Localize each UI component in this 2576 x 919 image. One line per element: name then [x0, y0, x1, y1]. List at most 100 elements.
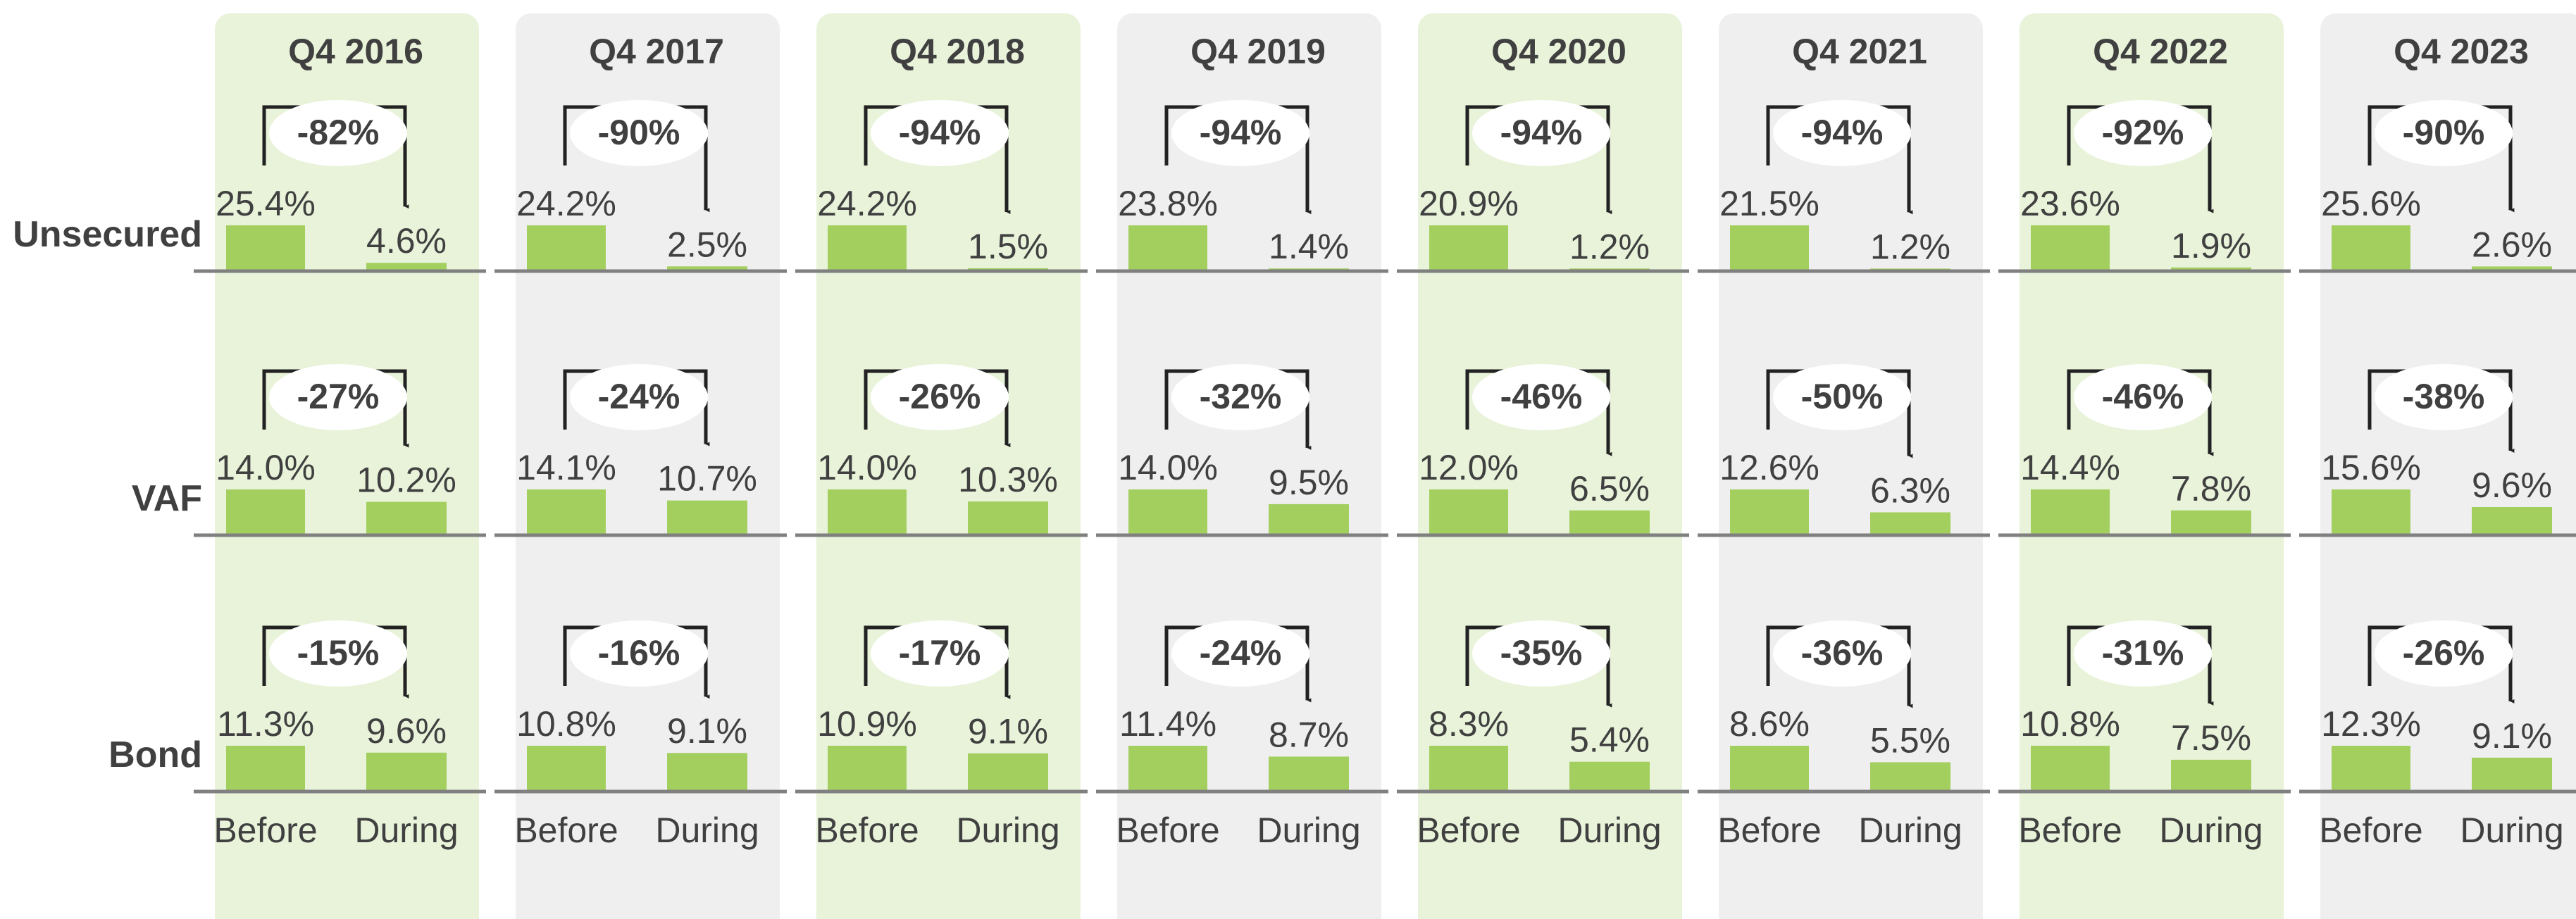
change-bubble	[2375, 620, 2513, 687]
change-label: -82%	[297, 113, 380, 152]
bar	[667, 266, 747, 271]
x-tick-label: Before	[213, 811, 317, 850]
bar	[2171, 759, 2251, 792]
value-label: 8.3%	[1429, 704, 1509, 744]
value-label: 1.4%	[1269, 227, 1349, 266]
value-label: 10.8%	[2020, 704, 2120, 744]
value-label: 10.2%	[356, 461, 456, 500]
change-bubble	[570, 100, 708, 166]
bar	[366, 263, 447, 271]
change-label: -26%	[899, 377, 981, 416]
x-tick-label: During	[1557, 811, 1661, 850]
value-label: 9.6%	[366, 711, 447, 751]
bar	[2472, 266, 2552, 271]
change-label: -92%	[2102, 113, 2184, 152]
column-title: Q4 2021	[1792, 32, 1927, 71]
column-title: Q4 2019	[1190, 32, 1326, 71]
value-label: 20.9%	[1419, 184, 1519, 223]
bar	[527, 489, 606, 535]
value-label: 2.5%	[667, 225, 747, 264]
change-bubble	[1472, 620, 1610, 687]
x-tick-label: Before	[1717, 811, 1821, 850]
change-label: -17%	[899, 633, 981, 673]
value-label: 7.8%	[2171, 469, 2251, 508]
change-label: -94%	[1801, 113, 1884, 152]
change-label: -26%	[2403, 633, 2485, 673]
value-label: 23.8%	[1118, 184, 1218, 223]
value-label: 9.6%	[2472, 465, 2552, 505]
change-bubble	[570, 364, 708, 430]
value-label: 8.7%	[1269, 715, 1349, 754]
bar	[226, 225, 305, 271]
change-bubble	[269, 100, 407, 166]
value-label: 25.4%	[216, 184, 316, 223]
x-tick-label: During	[1858, 811, 1962, 850]
bar	[1128, 489, 1207, 535]
change-label: -90%	[598, 113, 680, 152]
bar	[667, 753, 747, 792]
x-tick-label: During	[2159, 811, 2263, 850]
value-label: 10.7%	[657, 459, 757, 499]
change-label: -38%	[2403, 377, 2485, 416]
value-label: 9.1%	[2472, 716, 2552, 756]
x-tick-label: Before	[1417, 811, 1520, 850]
bar	[2171, 510, 2251, 535]
value-label: 9.1%	[968, 712, 1048, 751]
change-label: -46%	[2102, 377, 2184, 416]
column-title: Q4 2018	[890, 32, 1025, 71]
value-label: 1.9%	[2171, 226, 2251, 265]
bar	[1128, 746, 1207, 792]
value-label: 14.0%	[1118, 448, 1218, 487]
bar	[1870, 512, 1950, 535]
x-tick-label: During	[956, 811, 1059, 850]
value-label: 4.6%	[366, 221, 447, 261]
bar	[226, 746, 305, 792]
value-label: 5.5%	[1870, 720, 1950, 760]
change-bubble	[2074, 364, 2212, 430]
change-bubble	[2074, 620, 2212, 687]
change-bubble	[2074, 100, 2212, 166]
change-bubble	[1472, 364, 1610, 430]
change-bubble	[2375, 100, 2513, 166]
value-label: 15.6%	[2321, 448, 2421, 487]
column-title: Q4 2023	[2394, 32, 2529, 71]
value-label: 14.0%	[216, 448, 316, 487]
bar	[1128, 225, 1207, 271]
value-label: 24.2%	[817, 184, 917, 223]
value-label: 7.5%	[2171, 718, 2251, 758]
bar	[1429, 225, 1508, 271]
value-label: 1.2%	[1870, 227, 1950, 266]
change-label: -35%	[1500, 633, 1583, 673]
bar	[2472, 507, 2552, 535]
value-label: 12.6%	[1719, 448, 1819, 487]
x-tick-label: During	[655, 811, 759, 850]
bar	[1569, 510, 1650, 535]
value-label: 11.3%	[217, 704, 314, 744]
value-label: 10.9%	[817, 704, 917, 744]
change-bubble	[871, 100, 1009, 166]
value-label: 1.2%	[1569, 227, 1650, 266]
change-label: -27%	[297, 377, 380, 416]
value-label: 24.2%	[516, 184, 616, 223]
column-title: Q4 2022	[2093, 32, 2228, 71]
bar	[1870, 762, 1950, 792]
x-tick-label: Before	[1116, 811, 1219, 850]
change-bubble	[1773, 364, 1911, 430]
change-label: -15%	[297, 633, 380, 673]
change-label: -94%	[1200, 113, 1282, 152]
bar	[828, 225, 907, 271]
x-tick-label: During	[354, 811, 458, 850]
bar	[1429, 746, 1508, 792]
change-label: -94%	[899, 113, 981, 152]
column-title: Q4 2016	[288, 32, 423, 71]
change-label: -32%	[1200, 377, 1282, 416]
bar	[1269, 504, 1349, 535]
change-label: -31%	[2102, 633, 2184, 673]
change-label: -46%	[1500, 377, 1583, 416]
x-tick-label: Before	[815, 811, 919, 850]
change-bubble	[2375, 364, 2513, 430]
bar	[2171, 267, 2251, 271]
row-label: Unsecured	[13, 214, 202, 255]
change-bubble	[871, 620, 1009, 687]
